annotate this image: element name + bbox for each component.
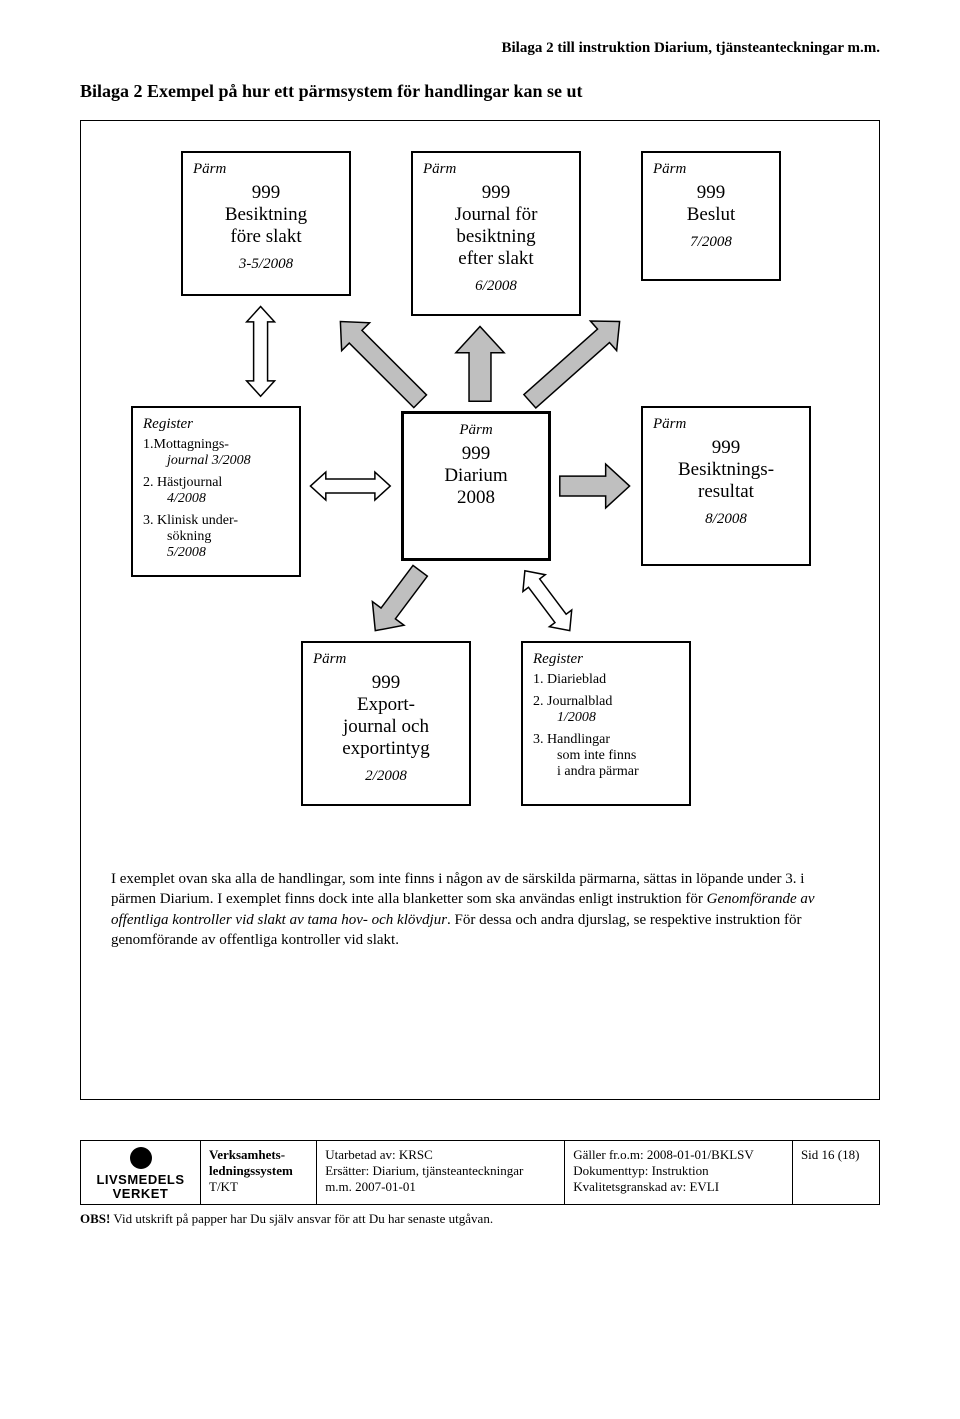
footer-col3-l3: Kvalitetsgranskad av: EVLI [573, 1179, 784, 1195]
footer-col3-l2: Dokumenttyp: Instruktion [573, 1163, 784, 1179]
row1-box-1: Pärm999Journal förbesiktningefter slakt6… [411, 151, 581, 316]
obs-text: Vid utskrift på papper har Du själv ansv… [110, 1211, 493, 1226]
footer-col3-l1: Gäller fr.o.m: 2008-01-01/BKLSV [573, 1147, 784, 1163]
row2-center-diarium: Pärm999Diarium2008 [401, 411, 551, 561]
page-title: Bilaga 2 Exempel på hur ett pärmsystem f… [80, 81, 880, 102]
footer-obs-line: OBS! Vid utskrift på papper har Du själv… [80, 1211, 880, 1227]
row3-left: Pärm999Export-journal ochexportintyg2/20… [301, 641, 471, 806]
diagram-canvas: Pärm999Besiktningföre slakt3-5/2008 Pärm9… [111, 151, 849, 851]
obs-bold: OBS! [80, 1211, 110, 1226]
logo-text-2: VERKET [85, 1187, 196, 1201]
diagram-frame: Pärm999Besiktningföre slakt3-5/2008 Pärm9… [80, 120, 880, 1100]
footer-col2: Utarbetad av: KRSC Ersätter: Diarium, tj… [317, 1141, 565, 1205]
footer-col1-l3: T/KT [209, 1179, 308, 1195]
explanatory-paragraph: I exemplet ovan ska alla de handlingar, … [111, 869, 849, 950]
footer-col2-l2: Ersätter: Diarium, tjänsteanteckningar [325, 1163, 556, 1179]
footer-col1-l1: Verksamhets- [209, 1147, 308, 1163]
footer-col3: Gäller fr.o.m: 2008-01-01/BKLSV Dokument… [565, 1141, 793, 1205]
footer-col2-l1: Utarbetad av: KRSC [325, 1147, 556, 1163]
logo-text-1: LIVSMEDELS [85, 1173, 196, 1187]
row2-right: Pärm999Besiktnings-resultat8/2008 [641, 406, 811, 566]
page-top-header: Bilaga 2 till instruktion Diarium, tjäns… [80, 40, 880, 57]
body-text-part-a: I exemplet ovan ska alla de handlingar, … [111, 871, 804, 907]
footer-col2-l3: m.m. 2007-01-01 [325, 1179, 556, 1195]
footer-table: LIVSMEDELS VERKET Verksamhets- ledningss… [80, 1140, 880, 1205]
footer-col1-l2: ledningssystem [209, 1163, 308, 1179]
row1-box-0: Pärm999Besiktningföre slakt3-5/2008 [181, 151, 351, 296]
footer-col4: Sid 16 (18) [792, 1141, 879, 1205]
footer-logo-cell: LIVSMEDELS VERKET [81, 1141, 201, 1205]
row1-box-2: Pärm999Beslut7/2008 [641, 151, 781, 281]
row2-register: Register1.Mottagnings-journal 3/20082. H… [131, 406, 301, 577]
footer-col4-l1: Sid 16 (18) [801, 1147, 871, 1163]
row3-register: Register1. Diarieblad2. Journalblad1/200… [521, 641, 691, 806]
footer-col1: Verksamhets- ledningssystem T/KT [201, 1141, 317, 1205]
logo-dot-icon [130, 1147, 152, 1169]
